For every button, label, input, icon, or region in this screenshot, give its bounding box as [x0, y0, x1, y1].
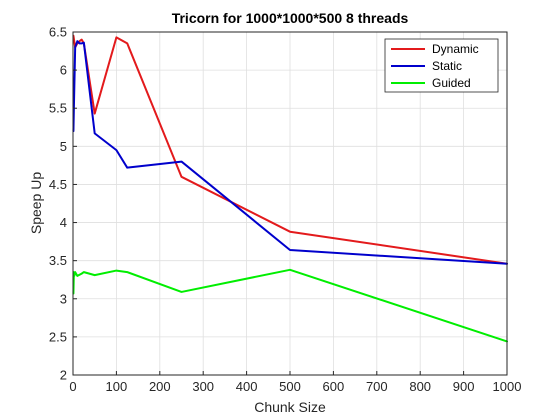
x-axis-title: Chunk Size: [254, 399, 326, 415]
y-tick-label: 6.5: [49, 25, 67, 40]
legend-label-guided: Guided: [432, 76, 471, 90]
series-line-guided: [72, 268, 508, 343]
y-tick-label: 3.5: [49, 253, 67, 268]
x-tick-label: 300: [192, 379, 214, 394]
legend-label-dynamic: Dynamic: [432, 42, 479, 56]
x-tick-label: 800: [409, 379, 431, 394]
legend-label-static: Static: [432, 59, 462, 73]
y-tick-label: 3: [60, 291, 67, 306]
y-tick-label: 2.5: [49, 329, 67, 344]
y-tick-label: 2: [60, 368, 67, 383]
x-tick-label: 1000: [493, 379, 522, 394]
y-tick-label: 4.5: [49, 177, 67, 192]
tick-labels: 0 100 200 300 400 500 600 700 800 900 1000 2 2.5 3 3.5…: [49, 25, 522, 395]
x-tick-label: 700: [366, 379, 388, 394]
series-layer: [72, 34, 508, 343]
y-tick-label: 6: [60, 63, 67, 78]
x-tick-label: 100: [106, 379, 128, 394]
x-tick-label: 900: [453, 379, 475, 394]
y-tick-label: 5.5: [49, 101, 67, 116]
ticks: [72, 31, 508, 376]
y-tick-label: 5: [60, 139, 67, 154]
x-tick-label: 0: [69, 379, 76, 394]
y-tick-label: 4: [60, 215, 67, 230]
x-tick-label: 200: [149, 379, 171, 394]
series-line-static: [72, 40, 508, 265]
y-axis-title: Speep Up: [28, 172, 44, 234]
x-tick-label: 500: [279, 379, 301, 394]
chart-title: Tricorn for 1000*1000*500 8 threads: [172, 10, 409, 26]
x-tick-label: 600: [323, 379, 345, 394]
legend: Dynamic Static Guided: [384, 38, 499, 93]
x-tick-label: 400: [236, 379, 258, 394]
